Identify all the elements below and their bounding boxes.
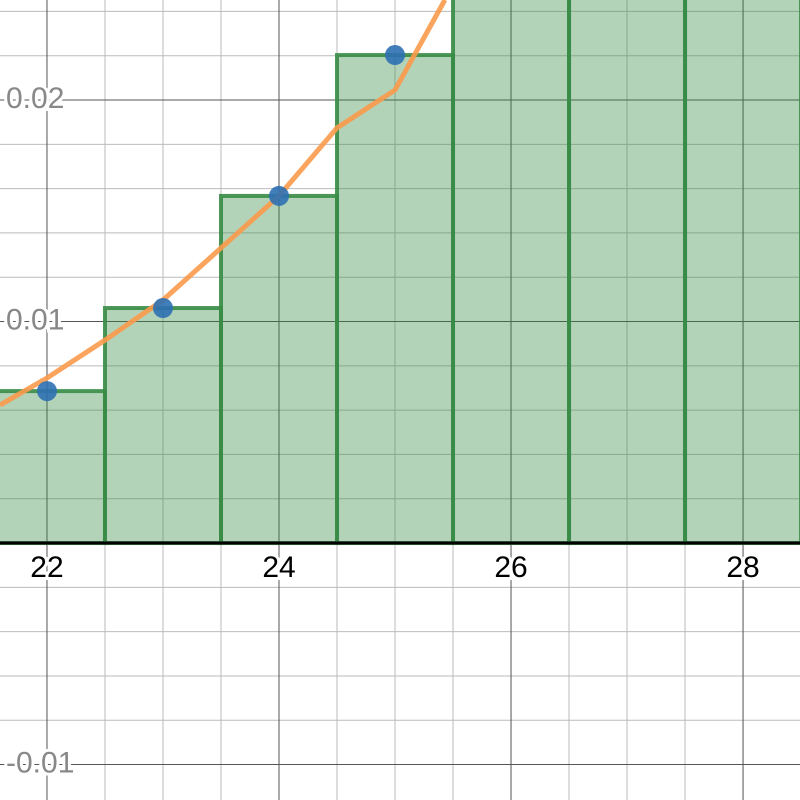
- data-point: [269, 185, 290, 206]
- data-point: [385, 45, 406, 66]
- x-tick-label: 26: [494, 551, 527, 584]
- y-tick-label: 0.02: [6, 82, 64, 115]
- histogram-bar: [451, 0, 572, 546]
- data-point: [152, 298, 173, 319]
- fitted-curve: [0, 0, 448, 408]
- y-tick-label: 0.01: [6, 303, 64, 336]
- x-tick-label: 28: [726, 551, 759, 584]
- histogram-bar: [102, 306, 223, 546]
- y-tick-label: -0.01: [6, 746, 74, 779]
- x-tick-label: 22: [30, 551, 63, 584]
- x-tick-label: 24: [262, 551, 295, 584]
- histogram-bar: [567, 0, 688, 546]
- histogram-bar: [335, 53, 456, 546]
- histogram-bar: [218, 193, 340, 546]
- histogram-bar: [683, 0, 800, 546]
- data-point: [36, 381, 57, 402]
- histogram-bar: [0, 389, 107, 546]
